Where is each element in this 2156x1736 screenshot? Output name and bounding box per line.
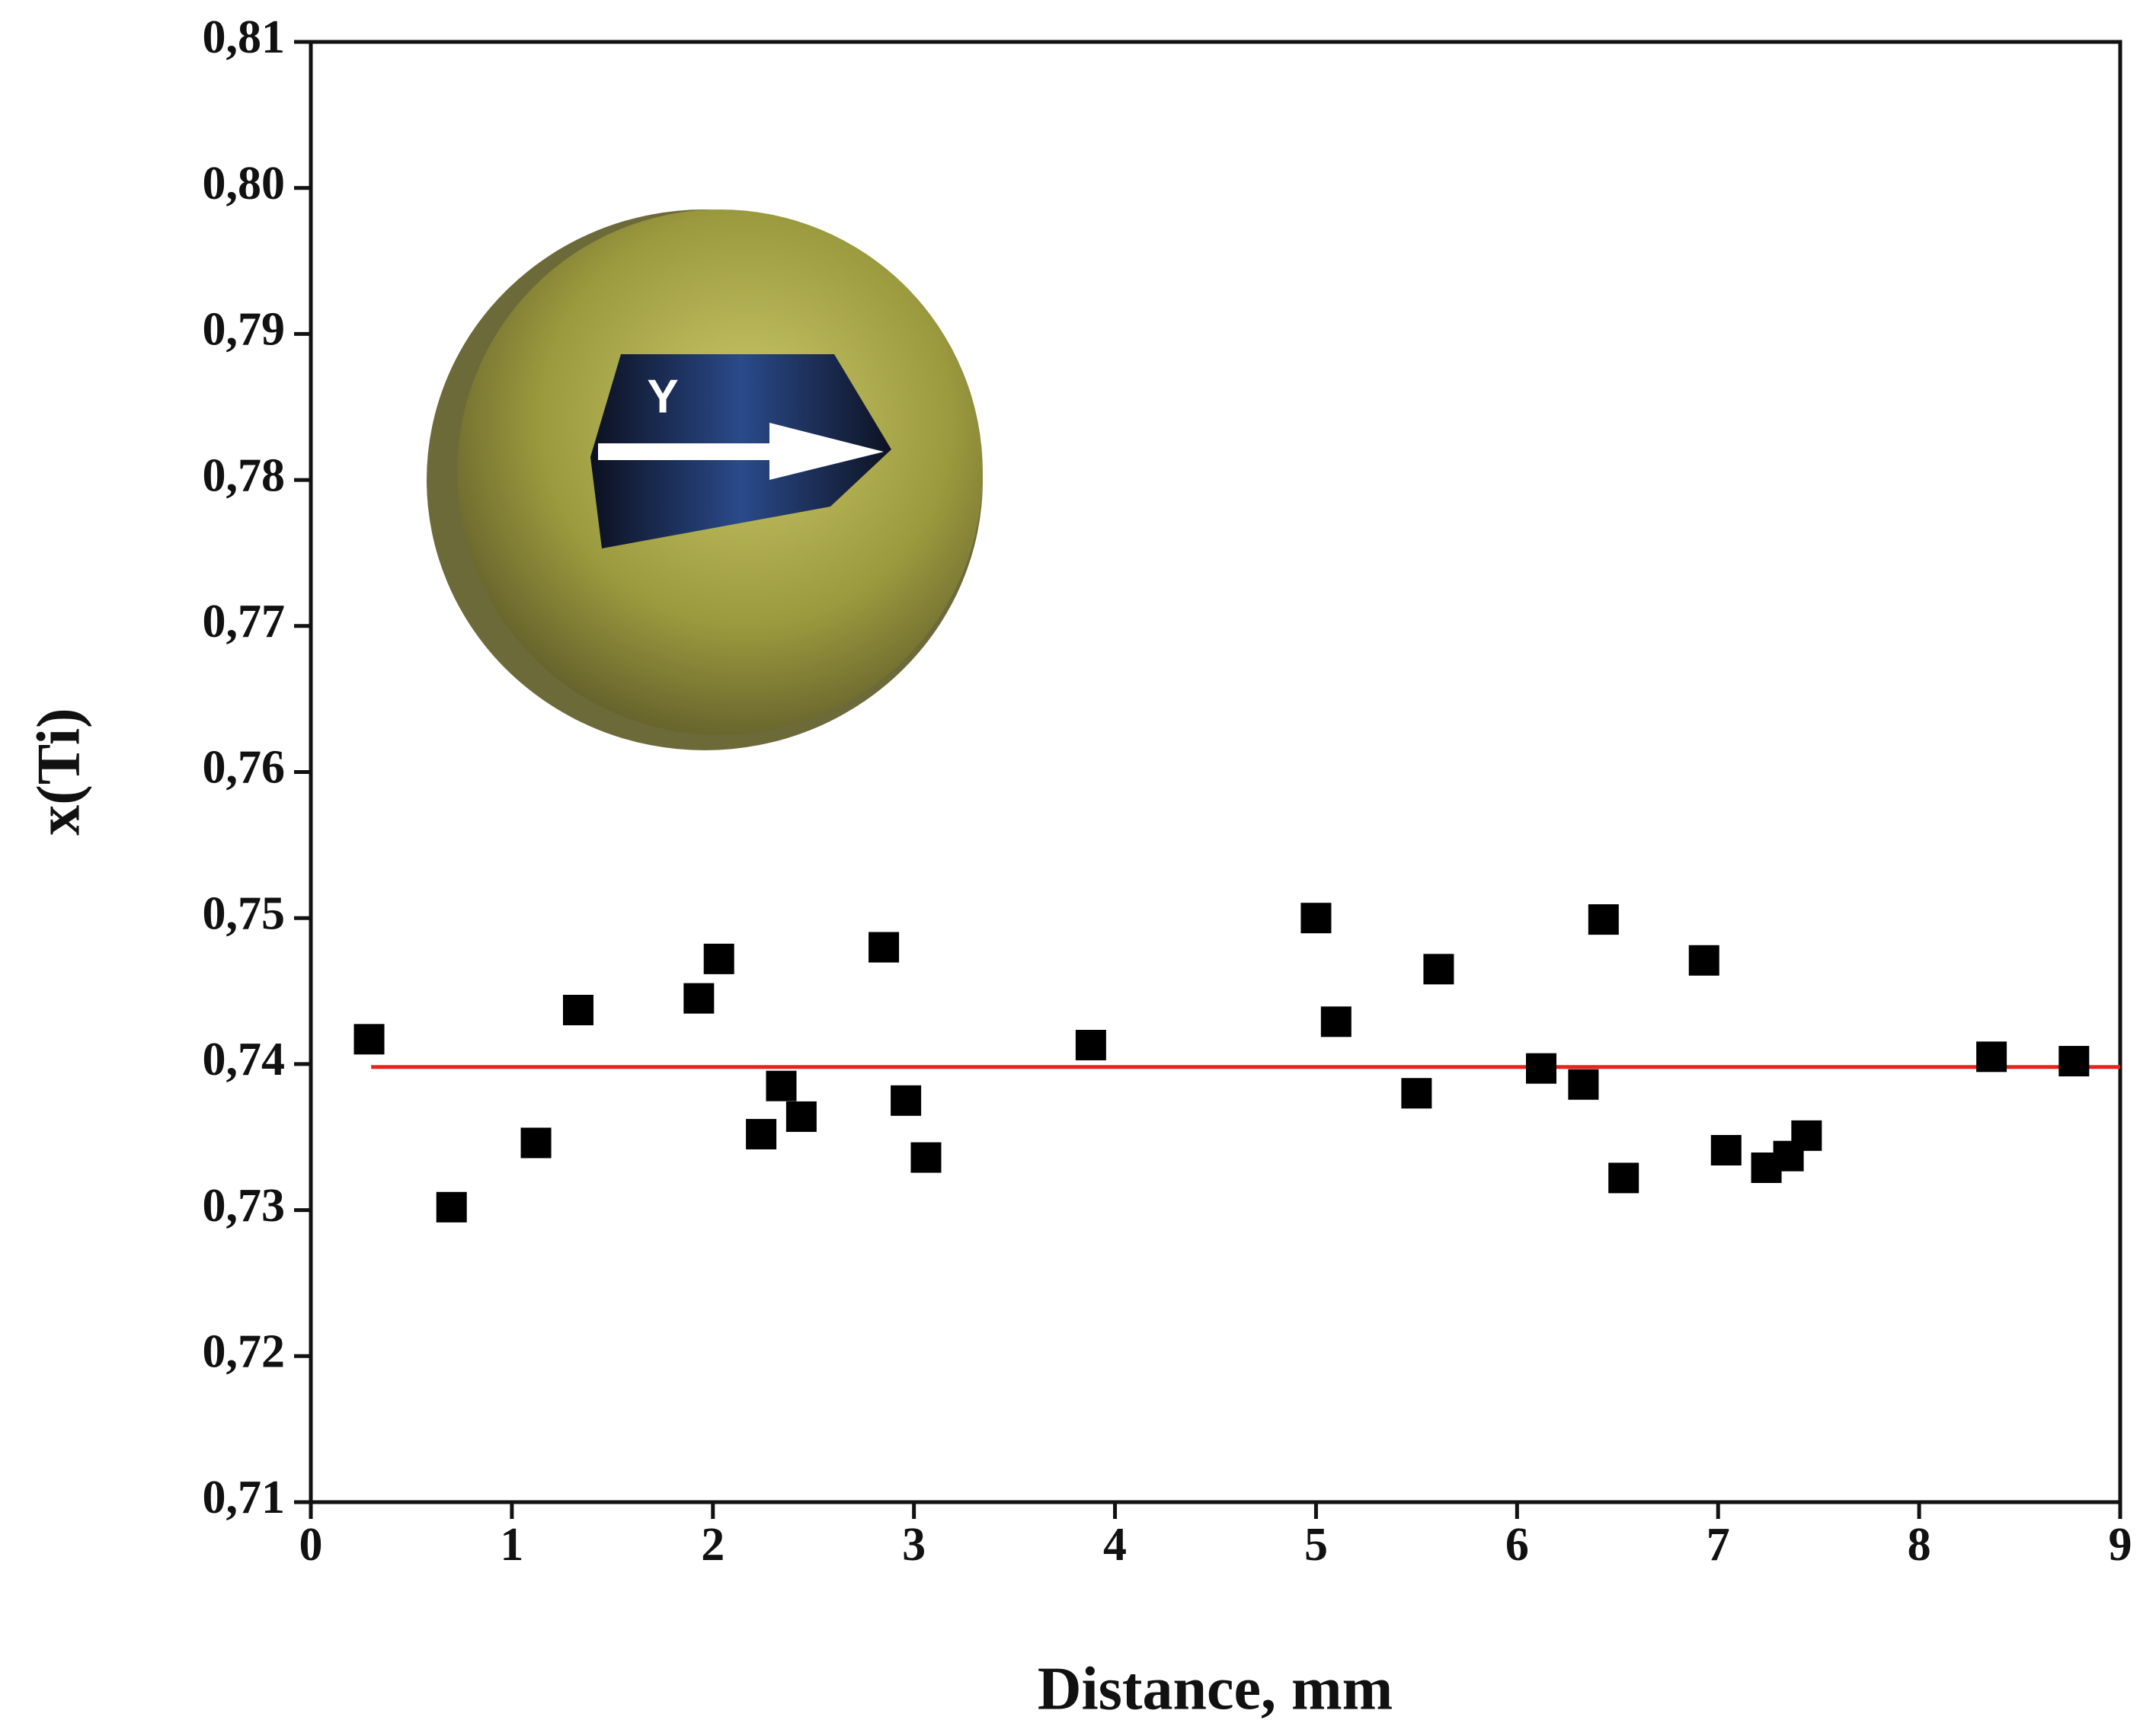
marker bbox=[1976, 1041, 2007, 1073]
marker bbox=[746, 1118, 777, 1149]
marker bbox=[1608, 1162, 1639, 1194]
y-tick-label: 0,74 bbox=[203, 1034, 286, 1085]
marker bbox=[1791, 1120, 1822, 1151]
marker bbox=[683, 983, 715, 1014]
marker bbox=[353, 1024, 385, 1055]
marker bbox=[910, 1142, 942, 1173]
y-tick-label: 0,71 bbox=[203, 1472, 286, 1523]
x-tick-label: 0 bbox=[299, 1519, 323, 1571]
marker bbox=[1075, 1029, 1106, 1060]
marker bbox=[1588, 904, 1619, 935]
marker bbox=[562, 994, 593, 1025]
marker bbox=[891, 1085, 922, 1116]
marker bbox=[436, 1191, 467, 1223]
y-tick-label: 0,76 bbox=[203, 742, 286, 794]
y-tick-label: 0,78 bbox=[203, 449, 286, 501]
marker bbox=[1710, 1135, 1742, 1166]
x-tick-label: 5 bbox=[1304, 1519, 1328, 1571]
marker bbox=[2058, 1046, 2090, 1077]
y-tick-label: 0,77 bbox=[203, 596, 286, 647]
inset-label: Y bbox=[647, 370, 678, 423]
x-tick-label: 8 bbox=[1908, 1519, 1931, 1571]
marker bbox=[1300, 903, 1332, 934]
marker bbox=[520, 1127, 552, 1159]
x-tick-label: 9 bbox=[2109, 1519, 2132, 1571]
y-tick-label: 0,80 bbox=[203, 158, 286, 209]
y-tick-label: 0,79 bbox=[203, 304, 286, 356]
marker bbox=[868, 932, 900, 963]
marker bbox=[766, 1070, 797, 1101]
x-tick-label: 7 bbox=[1707, 1519, 1730, 1571]
y-tick-label: 0,81 bbox=[203, 11, 286, 63]
x-tick-label: 2 bbox=[701, 1519, 725, 1571]
marker bbox=[1526, 1053, 1556, 1084]
y-tick-label: 0,72 bbox=[203, 1326, 286, 1378]
x-tick-label: 6 bbox=[1505, 1519, 1529, 1571]
marker bbox=[1568, 1069, 1599, 1100]
x-tick-label: 1 bbox=[500, 1519, 523, 1571]
inset-photo: Y bbox=[427, 209, 983, 750]
x-axis-title: Distance, mm bbox=[1038, 1655, 1393, 1722]
x-tick-label: 4 bbox=[1103, 1519, 1127, 1571]
marker bbox=[1320, 1006, 1351, 1037]
marker bbox=[703, 943, 734, 974]
marker bbox=[1423, 954, 1454, 985]
marker bbox=[1688, 945, 1719, 976]
marker bbox=[785, 1101, 817, 1132]
y-tick-label: 0,75 bbox=[203, 887, 286, 939]
arrow-head bbox=[769, 423, 884, 480]
y-axis-title: x(Ti) bbox=[25, 708, 92, 835]
marker bbox=[1401, 1078, 1432, 1109]
y-tick-label: 0,73 bbox=[203, 1180, 286, 1232]
x-tick-label: 3 bbox=[902, 1519, 926, 1571]
